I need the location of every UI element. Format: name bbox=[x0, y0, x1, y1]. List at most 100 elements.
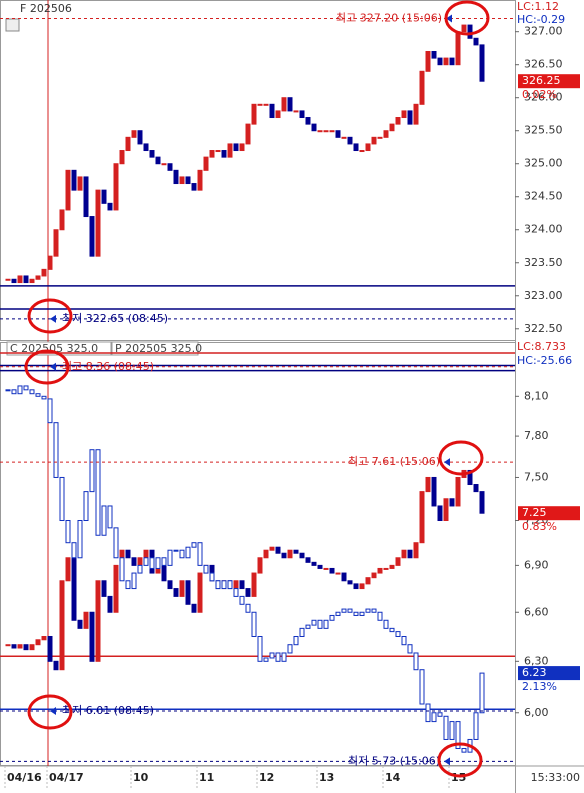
candle bbox=[383, 130, 389, 138]
y-tick-label: 326.50 bbox=[524, 58, 563, 71]
candle bbox=[11, 389, 17, 395]
candle bbox=[425, 476, 431, 493]
settings-icon[interactable] bbox=[5, 18, 20, 32]
y-tick-label: 327.00 bbox=[524, 25, 563, 38]
candle bbox=[449, 57, 455, 66]
candle bbox=[203, 156, 209, 171]
y-tick-label: 7,80 bbox=[524, 429, 549, 442]
candle bbox=[431, 476, 437, 507]
annotation: 최저 6.01 (08:45) bbox=[62, 704, 154, 717]
candle bbox=[347, 136, 353, 145]
candle bbox=[149, 150, 155, 158]
candle bbox=[455, 31, 461, 66]
candle bbox=[179, 549, 185, 559]
annotation-marker bbox=[446, 14, 452, 23]
candle bbox=[83, 176, 89, 218]
candle bbox=[143, 143, 149, 152]
candle bbox=[401, 635, 407, 646]
candle bbox=[449, 498, 455, 507]
last-price: 326.25 bbox=[522, 74, 561, 87]
candle bbox=[443, 57, 449, 66]
candle bbox=[47, 398, 53, 424]
candle bbox=[275, 652, 281, 662]
candle bbox=[197, 572, 203, 613]
annotation: 최고 7.61 (15:06) bbox=[348, 455, 440, 468]
y-tick-label: 326.00 bbox=[524, 91, 563, 104]
candle bbox=[479, 44, 485, 82]
candle bbox=[101, 580, 107, 597]
annotation: 최저 322.65 (08:45) bbox=[62, 312, 168, 325]
candle bbox=[371, 136, 377, 145]
candle bbox=[209, 150, 215, 158]
candle bbox=[293, 549, 299, 554]
candle bbox=[77, 520, 83, 559]
candle bbox=[299, 110, 305, 119]
candle bbox=[419, 70, 425, 105]
x-tick-label: 04/16 bbox=[7, 771, 42, 784]
candle bbox=[455, 476, 461, 507]
candle bbox=[173, 549, 179, 552]
candle bbox=[389, 123, 395, 132]
candle bbox=[197, 542, 203, 566]
annotation-marker bbox=[50, 314, 56, 323]
candle bbox=[35, 275, 41, 280]
y-tick-label: 6,60 bbox=[524, 605, 549, 618]
candle bbox=[323, 619, 329, 629]
candle bbox=[317, 564, 323, 569]
candle bbox=[461, 748, 467, 753]
candle bbox=[449, 721, 455, 740]
candle bbox=[293, 635, 299, 646]
candle bbox=[335, 130, 341, 138]
candle bbox=[413, 103, 419, 125]
candle bbox=[299, 627, 305, 637]
hc-label: HC:-25.66 bbox=[517, 354, 572, 367]
candle bbox=[275, 546, 281, 554]
candle bbox=[167, 580, 173, 590]
highlight-circle bbox=[438, 440, 484, 476]
candle bbox=[335, 572, 341, 575]
candle bbox=[401, 110, 407, 119]
candle bbox=[59, 476, 65, 522]
candle bbox=[107, 202, 113, 211]
candle bbox=[407, 644, 413, 654]
candle bbox=[365, 608, 371, 613]
candle bbox=[65, 557, 71, 582]
candle bbox=[107, 505, 113, 529]
candle bbox=[113, 564, 119, 613]
candle bbox=[179, 176, 185, 185]
candle bbox=[131, 557, 137, 566]
candle bbox=[257, 635, 263, 662]
candle bbox=[479, 491, 485, 514]
candle bbox=[197, 169, 203, 191]
candle bbox=[347, 580, 353, 585]
candle bbox=[293, 110, 299, 113]
candle bbox=[47, 255, 53, 270]
candle bbox=[41, 268, 47, 277]
candle bbox=[431, 712, 437, 723]
candle bbox=[239, 143, 245, 152]
candle bbox=[5, 278, 11, 281]
candle bbox=[377, 567, 383, 574]
hc-label: HC:-0.29 bbox=[517, 13, 565, 26]
y-tick-label: 322.50 bbox=[524, 322, 563, 335]
candle bbox=[137, 130, 143, 145]
legend-entry: C 202505 325.0 bbox=[10, 342, 98, 355]
candle bbox=[167, 549, 173, 566]
candle bbox=[263, 549, 269, 559]
candle bbox=[83, 491, 89, 522]
candle bbox=[17, 385, 23, 395]
candle bbox=[23, 385, 29, 391]
candle bbox=[29, 644, 35, 651]
lc-label: LC:1.12 bbox=[517, 0, 559, 13]
candle bbox=[131, 572, 137, 590]
candle bbox=[71, 169, 77, 191]
candle bbox=[113, 527, 119, 559]
candle bbox=[203, 564, 209, 574]
candle bbox=[251, 103, 257, 125]
last-price-box bbox=[518, 74, 580, 89]
candle bbox=[359, 583, 365, 590]
candle bbox=[143, 557, 149, 566]
candle bbox=[359, 150, 365, 153]
y-tick-label: 6,90 bbox=[524, 558, 549, 571]
